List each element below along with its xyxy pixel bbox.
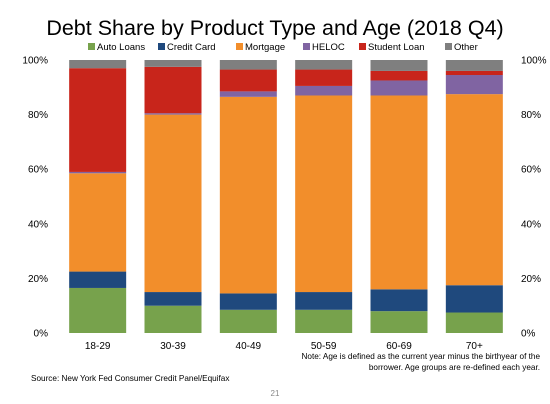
legend-swatch xyxy=(445,43,452,50)
bar-segment-student-loan xyxy=(445,70,503,76)
bar-segment-auto-loans xyxy=(370,311,428,333)
bar-segment-mortgage xyxy=(445,94,503,286)
bar-segment-other xyxy=(295,60,353,70)
bar-segment-heloc xyxy=(445,75,503,95)
y-tick-label-left: 20% xyxy=(28,274,48,285)
note-line-1: Note: Age is defined as the current year… xyxy=(302,352,541,361)
bar-segment-credit-card xyxy=(370,289,428,312)
bar-segment-auto-loans xyxy=(219,309,277,333)
bar-segment-credit-card xyxy=(219,293,277,310)
bar-stack-60-69 xyxy=(370,60,428,333)
bars xyxy=(69,60,503,333)
legend: Auto Loans Credit Card Mortgage HELOC Studen… xyxy=(88,42,478,53)
bar-segment-mortgage xyxy=(144,114,202,293)
bar-segment-credit-card xyxy=(69,271,127,288)
bar-segment-student-loan xyxy=(144,66,202,114)
legend-swatch xyxy=(236,43,243,50)
chart-title: Debt Share by Product Type and Age (2018… xyxy=(46,16,503,40)
legend-item-credit-card: Credit Card xyxy=(158,42,216,53)
x-tick-label: 50-59 xyxy=(311,341,337,352)
bar-segment-heloc xyxy=(144,113,202,115)
legend-label: Auto Loans xyxy=(97,42,145,53)
bar-segment-other xyxy=(69,60,127,69)
bar-segment-other xyxy=(370,60,428,71)
bar-segment-auto-loans xyxy=(69,287,127,333)
x-tick-label: 30-39 xyxy=(160,341,186,352)
y-tick-label-right: 60% xyxy=(521,165,541,176)
y-tick-label-left: 80% xyxy=(28,110,48,121)
bar-segment-heloc xyxy=(295,85,353,96)
bar-segment-mortgage xyxy=(295,95,353,293)
bar-segment-mortgage xyxy=(370,95,428,290)
legend-item-other: Other xyxy=(445,42,478,53)
y-tick-label-left: 100% xyxy=(22,56,48,67)
axes: 0% 0% 20% 20% 40% 40% 60% 60% 80% 80% 100% 100% xyxy=(22,56,546,340)
bar-stack-70 xyxy=(445,60,503,333)
note-line-2: borrower. Age groups are re-defined each… xyxy=(369,363,540,372)
y-tick-label-right: 0% xyxy=(521,329,536,340)
bar-segment-mortgage xyxy=(69,173,127,272)
y-tick-label-right: 100% xyxy=(521,56,547,67)
bar-stack-18-29 xyxy=(69,60,127,333)
bar-segment-student-loan xyxy=(370,70,428,81)
legend-swatch xyxy=(303,43,310,50)
x-axis-labels: 18-29 30-39 40-49 50-59 60-69 70+ xyxy=(85,341,483,352)
bar-segment-credit-card xyxy=(445,285,503,313)
bar-segment-heloc xyxy=(219,91,277,97)
legend-label: Mortgage xyxy=(245,42,285,53)
bar-segment-other xyxy=(219,60,277,70)
bar-segment-other xyxy=(445,60,503,71)
bar-stack-50-59 xyxy=(295,60,353,333)
page-number: 21 xyxy=(271,389,280,398)
bar-segment-student-loan xyxy=(295,69,353,86)
legend-label: Credit Card xyxy=(167,42,216,53)
bar-segment-mortgage xyxy=(219,96,277,294)
bar-segment-credit-card xyxy=(295,292,353,310)
y-tick-label-right: 40% xyxy=(521,219,541,230)
legend-item-mortgage: Mortgage xyxy=(236,42,285,53)
y-tick-label-left: 60% xyxy=(28,165,48,176)
legend-label: Student Loan xyxy=(368,42,425,53)
bar-stack-40-49 xyxy=(219,60,277,333)
x-tick-label: 70+ xyxy=(466,341,483,352)
bar-segment-credit-card xyxy=(144,292,202,306)
y-tick-label-left: 0% xyxy=(34,329,49,340)
legend-label: Other xyxy=(454,42,478,53)
legend-label: HELOC xyxy=(312,42,345,53)
bar-segment-auto-loans xyxy=(445,312,503,333)
bar-segment-auto-loans xyxy=(295,309,353,333)
legend-item-auto-loans: Auto Loans xyxy=(88,42,145,53)
bar-segment-heloc xyxy=(69,171,127,174)
x-tick-label: 40-49 xyxy=(236,341,262,352)
bar-segment-other xyxy=(144,60,202,67)
x-tick-label: 60-69 xyxy=(386,341,412,352)
legend-item-student-loan: Student Loan xyxy=(359,42,425,53)
bar-segment-student-loan xyxy=(219,69,277,92)
source-text: Source: New York Fed Consumer Credit Pan… xyxy=(31,374,229,383)
bar-stack-30-39 xyxy=(144,60,202,333)
x-tick-label: 18-29 xyxy=(85,341,111,352)
bar-segment-heloc xyxy=(370,80,428,96)
y-tick-label-left: 40% xyxy=(28,219,48,230)
legend-item-heloc: HELOC xyxy=(303,42,345,53)
legend-swatch xyxy=(158,43,165,50)
legend-swatch xyxy=(359,43,366,50)
legend-swatch xyxy=(88,43,95,50)
y-tick-label-right: 80% xyxy=(521,110,541,121)
bar-segment-auto-loans xyxy=(144,305,202,333)
bar-segment-student-loan xyxy=(69,68,127,172)
y-tick-label-right: 20% xyxy=(521,274,541,285)
